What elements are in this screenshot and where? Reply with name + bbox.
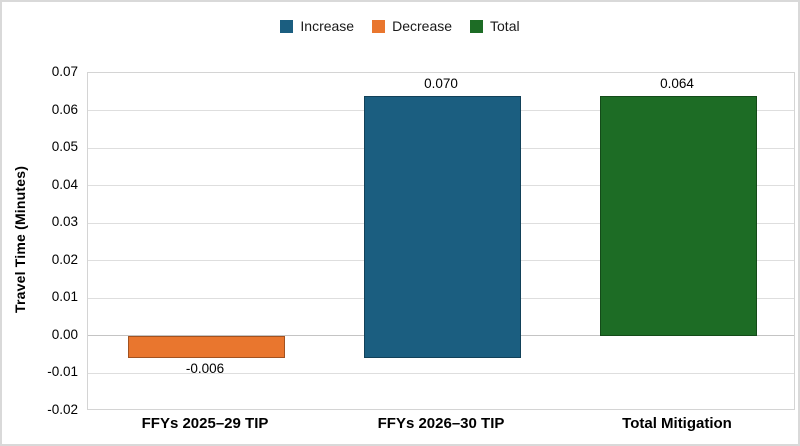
x-axis-category-label: FFYs 2025–29 TIP: [141, 415, 269, 432]
y-tick-label: 0.03: [51, 214, 78, 230]
bar-value-label: -0.006: [185, 361, 225, 377]
legend-swatch-icon: [280, 19, 294, 33]
y-axis-title: Travel Time (Minutes): [12, 165, 28, 313]
y-tick-label: 0.05: [51, 139, 78, 155]
bar-total: [599, 95, 757, 336]
legend-item-total: Total: [470, 19, 520, 33]
bar-increase: [363, 95, 521, 359]
chart-legend: Increase Decrease Total: [2, 16, 798, 36]
bar-value-label: 0.064: [660, 75, 694, 91]
legend-label: Increase: [300, 18, 355, 34]
y-tick-label: 0.07: [51, 64, 78, 79]
y-tick-label: -0.02: [47, 402, 78, 417]
legend-label: Decrease: [392, 18, 453, 34]
y-tick-label: 0.00: [51, 326, 78, 342]
bar-decrease: [127, 335, 285, 359]
x-axis-category-label: Total Mitigation: [622, 415, 732, 432]
y-tick-label: 0.02: [51, 251, 78, 267]
legend-swatch-icon: [470, 19, 484, 33]
legend-swatch-icon: [372, 19, 386, 33]
plot-area: [87, 72, 795, 410]
legend-item-increase: Increase: [280, 19, 354, 33]
y-tick-label: 0.01: [51, 289, 78, 305]
x-axis-category-label: FFYs 2026–30 TIP: [377, 415, 505, 432]
y-tick-label: 0.04: [51, 176, 78, 192]
y-tick-label: 0.06: [51, 101, 78, 117]
gridline: [88, 372, 794, 374]
y-tick-label: -0.01: [47, 364, 78, 380]
legend-item-decrease: Decrease: [372, 19, 452, 33]
legend-label: Total: [490, 18, 520, 34]
bar-value-label: 0.070: [424, 75, 458, 91]
